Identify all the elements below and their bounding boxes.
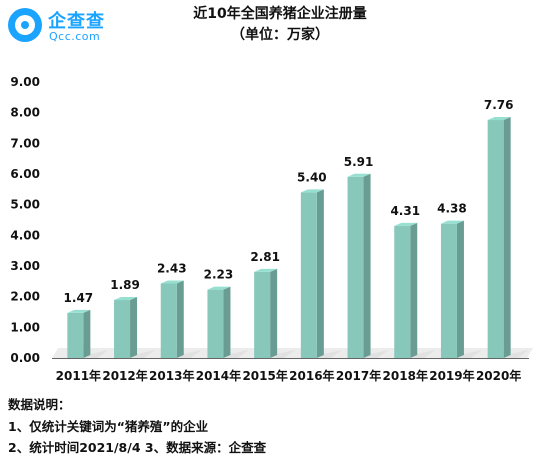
y-axis: 0.00 1.00 2.00 3.00 4.00 5.00 6.00 7.00 8.00 9.00 — [10, 75, 40, 365]
bar-shadow — [223, 350, 249, 358]
bar-top — [160, 280, 184, 284]
bar-value-label: 5.40 — [297, 170, 327, 184]
x-tick-label: 2018年 — [383, 368, 428, 383]
y-tick-label: 3.00 — [10, 259, 40, 273]
bar-front — [347, 176, 364, 358]
x-axis: 2011年 2012年 2013年 2014年 2015年 2016年 2017年 2018年… — [52, 358, 529, 383]
bar-top — [114, 297, 138, 301]
x-tick-label: 2017年 — [336, 368, 381, 383]
x-tick-label: 2012年 — [102, 368, 147, 383]
bar-top — [347, 173, 371, 177]
bar-side — [503, 117, 511, 358]
bar-top — [207, 286, 231, 290]
bar-chart: 0.00 1.00 2.00 3.00 4.00 5.00 6.00 7.00 8.00 9.00… — [10, 75, 533, 383]
bar-front — [394, 225, 411, 358]
bar-front — [300, 192, 317, 358]
bar-front — [160, 283, 177, 358]
bar-side — [83, 309, 91, 358]
bar-shadow — [176, 350, 202, 358]
y-tick-label: 0.00 — [10, 351, 40, 365]
x-tick-label: 2019年 — [429, 368, 474, 383]
bar-front — [207, 289, 224, 358]
bar-side — [223, 286, 231, 358]
y-tick-label: 5.00 — [10, 198, 40, 212]
bar-top — [254, 268, 278, 272]
bar-side — [410, 222, 418, 358]
bar-side — [363, 173, 371, 358]
x-tick-label: 2013年 — [149, 368, 194, 383]
y-tick-label: 2.00 — [10, 290, 40, 304]
bar-shadow — [83, 350, 109, 358]
x-tick-label: 2011年 — [56, 368, 101, 383]
bar-side — [456, 220, 464, 358]
bar — [160, 280, 202, 358]
bar-value-label: 1.89 — [110, 278, 140, 292]
logo-name: 企查查 — [48, 11, 105, 32]
bar — [440, 220, 482, 358]
bar-shadow — [363, 350, 389, 358]
y-tick-label: 9.00 — [10, 75, 40, 89]
qcc-logo-icon — [8, 8, 42, 42]
x-tick-label: 2016年 — [289, 368, 334, 383]
bar-shadow — [270, 350, 296, 358]
bar-top — [394, 222, 418, 226]
bar-front — [254, 271, 271, 358]
logo-domain: Qcc.com — [49, 30, 101, 43]
bar — [207, 286, 249, 358]
bar-shadow — [316, 350, 342, 358]
bar-side — [176, 280, 184, 358]
bar-top — [487, 117, 511, 121]
x-tick-label: 2014年 — [196, 368, 241, 383]
bar — [394, 222, 436, 358]
bar — [487, 117, 529, 358]
bar-value-label: 1.47 — [64, 291, 94, 305]
x-tick-label: 2020年 — [476, 368, 521, 383]
y-tick-label: 1.00 — [10, 320, 40, 334]
y-tick-label: 4.00 — [10, 228, 40, 242]
bar — [347, 173, 389, 358]
qcc-logo: 企查查 Qcc.com — [8, 6, 138, 46]
bar-value-label: 4.31 — [390, 204, 420, 218]
bar — [254, 268, 296, 358]
bar-front — [67, 312, 84, 358]
x-tick-label: 2015年 — [242, 368, 287, 383]
bar-shadow — [503, 350, 529, 358]
notes-heading: 数据说明： — [8, 397, 71, 412]
bar-value-label: 5.91 — [344, 155, 374, 169]
bar-shadow — [410, 350, 436, 358]
bar-front — [440, 223, 457, 358]
bar — [67, 309, 109, 358]
bar-top — [67, 309, 91, 313]
bar-value-label: 2.43 — [157, 261, 187, 275]
bar-value-label: 7.76 — [484, 98, 514, 112]
bar-value-label: 2.81 — [250, 250, 280, 264]
bar-side — [130, 297, 138, 358]
bar-shadow — [456, 350, 482, 358]
bar-top — [440, 220, 464, 224]
chart-title: 近10年全国养猪企业注册量 — [193, 6, 367, 22]
y-tick-label: 8.00 — [10, 106, 40, 120]
y-tick-label: 7.00 — [10, 136, 40, 150]
bar-value-label: 2.23 — [204, 268, 234, 282]
bars: 1.47 1.89 2.43 2.23 2.81 5.40 5.91 4.31 4.38 7.76 — [64, 98, 529, 358]
bar-front — [114, 300, 131, 358]
bar — [114, 297, 156, 358]
bar-value-label: 4.38 — [437, 202, 467, 216]
chart-subtitle: （单位：万家） — [231, 27, 329, 43]
y-tick-label: 6.00 — [10, 167, 40, 181]
bar-side — [316, 189, 324, 358]
bar-top — [300, 189, 324, 193]
bar-front — [487, 120, 504, 358]
bar-shadow — [130, 350, 156, 358]
bar — [300, 189, 342, 358]
note-line-2: 2、统计时间2021/8/4 3、数据来源：企查查 — [8, 440, 267, 455]
note-line-1: 1、仅统计关键词为“猪养殖”的企业 — [8, 419, 209, 434]
bar-side — [270, 268, 278, 358]
